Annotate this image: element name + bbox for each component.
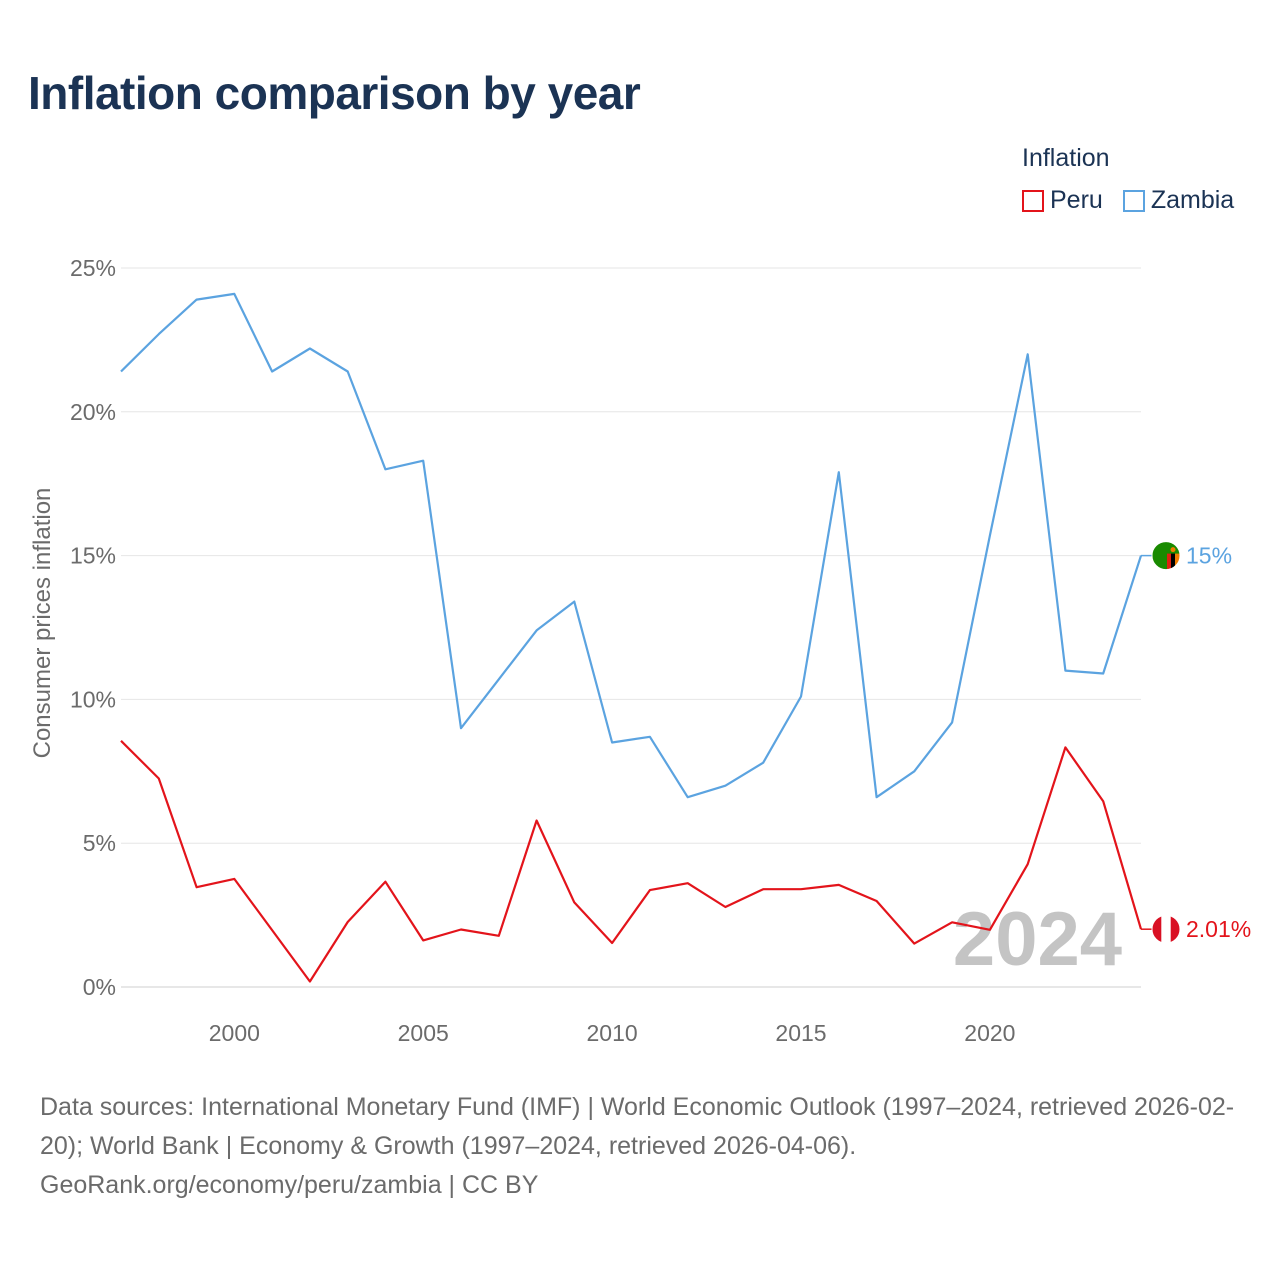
x-tick-label: 2005 — [398, 1020, 449, 1046]
x-tick-label: 2000 — [209, 1020, 260, 1046]
chart-title: Inflation comparison by year — [28, 67, 641, 119]
year-watermark: 2024 — [953, 897, 1122, 982]
legend: Peru Zambia — [1022, 186, 1234, 215]
end-value-label-peru: 2.01% — [1186, 916, 1251, 942]
x-tick-label: 2020 — [964, 1020, 1015, 1046]
attribution-link[interactable]: GeoRank.org/economy/peru/zambia | CC BY — [40, 1171, 539, 1199]
y-tick-label: 25% — [70, 255, 116, 281]
legend-label-zambia: Zambia — [1150, 186, 1235, 214]
footer: Data sources: International Monetary Fun… — [40, 1088, 1245, 1205]
legend-item-zambia[interactable]: Zambia — [1122, 186, 1235, 215]
zambia-flag-icon — [1151, 541, 1181, 571]
legend-swatch-zambia — [1122, 189, 1145, 212]
y-tick-label: 20% — [70, 399, 116, 425]
y-tick-label: 0% — [83, 974, 116, 1000]
series-line-zambia[interactable] — [120, 292, 1143, 799]
y-tick-label: 10% — [70, 686, 116, 712]
series-line-peru[interactable] — [120, 740, 1143, 983]
legend-item-peru[interactable]: Peru — [1022, 186, 1103, 215]
y-axis-label: Consumer prices inflation — [29, 488, 56, 759]
data-sources-text: Data sources: International Monetary Fun… — [40, 1093, 1235, 1160]
y-tick-label: 15% — [70, 543, 116, 569]
legend-swatch-peru — [1022, 189, 1044, 212]
x-tick-label: 2015 — [775, 1020, 826, 1046]
peru-flag-icon — [1151, 914, 1181, 944]
legend-title: Inflation — [1022, 144, 1110, 172]
end-value-label-zambia: 15% — [1186, 543, 1232, 569]
legend-label-peru: Peru — [1050, 186, 1103, 214]
x-tick-label: 2010 — [587, 1020, 638, 1046]
y-tick-label: 5% — [83, 830, 116, 856]
